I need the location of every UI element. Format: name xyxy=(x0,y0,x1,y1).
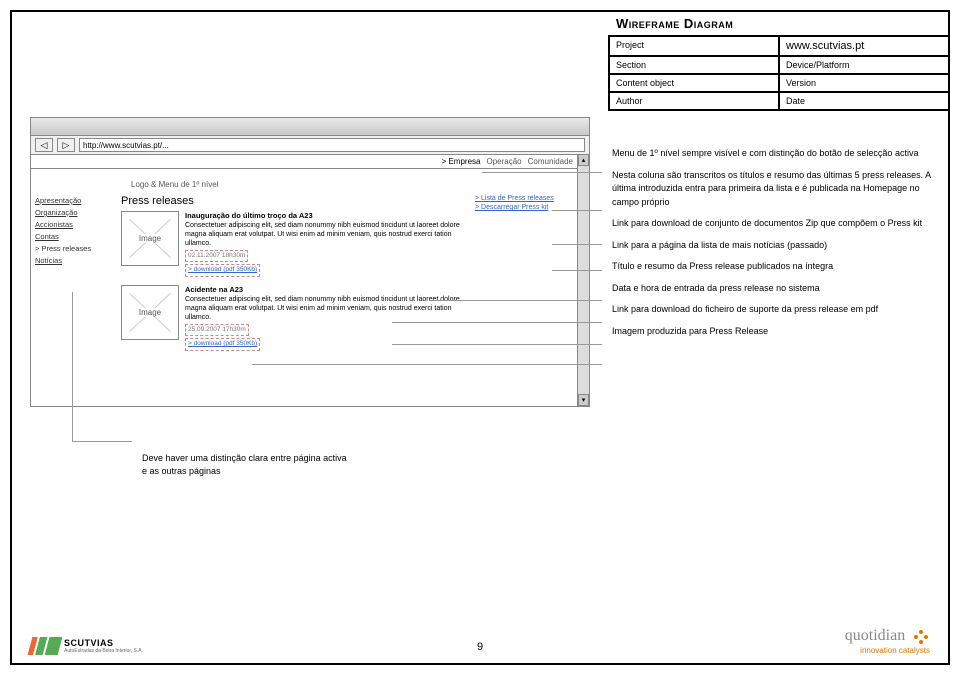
scrollbar[interactable]: ▴ ▾ xyxy=(577,154,589,406)
logo-scutvias: SCUTVIAS AutoEstradas da Beira Interior,… xyxy=(30,637,143,655)
forward-button[interactable]: ▷ xyxy=(57,138,75,152)
browser-titlebar xyxy=(31,118,589,136)
image-placeholder: Image xyxy=(121,211,179,266)
author-label: Author xyxy=(608,93,778,111)
sidebar-item[interactable]: Apresentação xyxy=(35,195,115,207)
annotation: Link para download do ficheiro de suport… xyxy=(612,303,932,317)
logo-stripe-icon xyxy=(28,637,63,655)
callout-line xyxy=(252,364,602,365)
page-frame: Wireframe Diagram Project www.scutvias.p… xyxy=(10,10,950,665)
back-button[interactable]: ◁ xyxy=(35,138,53,152)
sidebar-item[interactable]: Notícias xyxy=(35,255,115,267)
device-label: Device/Platform xyxy=(778,57,948,75)
logo-menu-label: Logo & Menu de 1º nível xyxy=(131,180,218,189)
sidebar-item[interactable]: Organização xyxy=(35,207,115,219)
link-list-releases[interactable]: > Lista de Press releases xyxy=(475,195,585,202)
sidebar-item[interactable]: Accionistas xyxy=(35,219,115,231)
scroll-up-button[interactable]: ▴ xyxy=(578,154,589,166)
download-link[interactable]: > download (pdf 350Kb) xyxy=(188,340,257,348)
url-input[interactable]: http://www.scutvias.pt/... xyxy=(79,138,585,152)
scroll-down-button[interactable]: ▾ xyxy=(578,394,589,406)
aside-links: > Lista de Press releases > Descarregar … xyxy=(475,195,585,373)
callout-line xyxy=(392,344,602,345)
annotation: Nesta coluna são transcritos os títulos … xyxy=(612,169,932,210)
logo-right-sub: innovation catalysts xyxy=(845,646,930,655)
callout-line xyxy=(432,300,602,301)
article-title: Acidente na A23 xyxy=(185,285,469,295)
article: Image Acidente na A23 Consectetuer adipi… xyxy=(121,285,469,351)
sidebar-item-active[interactable]: > Press releases xyxy=(35,243,115,255)
logo-left-sub: AutoEstradas da Beira Interior, S.A. xyxy=(64,648,143,654)
article-date: 02.11.2007 18h30m xyxy=(185,250,248,262)
menu-comunidade[interactable]: Comunidade xyxy=(528,157,573,166)
content-label: Content object xyxy=(608,75,778,93)
browser-toolbar: ◁ ▷ http://www.scutvias.pt/... xyxy=(31,136,589,155)
section-title: Press releases xyxy=(121,195,469,207)
annotation: Menu de 1º nível sempre visível e com di… xyxy=(612,147,932,161)
logo-quotidian: quotidian innovation catalysts xyxy=(845,627,930,655)
header-metadata: Wireframe Diagram Project www.scutvias.p… xyxy=(608,12,948,111)
download-link[interactable]: > download (pdf 350Kb) xyxy=(188,266,257,274)
article-text: Consectetuer adipiscing elit, sed diam n… xyxy=(185,221,469,248)
logo-dots-icon xyxy=(912,628,930,646)
logo-right-name: quotidian xyxy=(845,627,905,644)
sidebar-item[interactable]: Contas xyxy=(35,231,115,243)
callout-line xyxy=(552,244,602,245)
menu-empresa[interactable]: > Empresa xyxy=(442,157,481,166)
section-label: Section xyxy=(608,57,778,75)
menu-operacao[interactable]: Operação xyxy=(486,157,521,166)
annotation: Data e hora de entrada da press release … xyxy=(612,282,932,296)
primary-menu: > Empresa Operação Comunidade xyxy=(31,155,589,169)
project-label: Project xyxy=(608,37,778,57)
article-body: Inauguração do último troço da A23 Conse… xyxy=(185,211,469,277)
callout-line xyxy=(552,210,602,211)
logo-left-name: SCUTVIAS xyxy=(64,638,143,648)
page-number: 9 xyxy=(477,641,483,653)
main-column: Press releases Image Inauguração do últi… xyxy=(121,195,469,373)
annotations-column: Menu de 1º nível sempre visível e com di… xyxy=(612,147,932,346)
article: Image Inauguração do último troço da A23… xyxy=(121,211,469,277)
callout-line xyxy=(392,322,602,323)
project-value: www.scutvias.pt xyxy=(778,37,948,57)
version-label: Version xyxy=(778,75,948,93)
callout-line xyxy=(482,172,602,173)
article-text: Consectetuer adipiscing elit, sed diam n… xyxy=(185,295,469,322)
callout-line xyxy=(552,270,602,271)
callout-line xyxy=(72,292,132,442)
annotation: Título e resumo da Press release publica… xyxy=(612,260,932,274)
annotation: Link para download de conjunto de docume… xyxy=(612,217,932,231)
annotation: Imagem produzida para Press Release xyxy=(612,325,932,339)
bottom-annotation: Deve haver uma distinção clara entre pág… xyxy=(142,452,352,477)
annotation: Link para a página da lista de mais notí… xyxy=(612,239,932,253)
article-title: Inauguração do último troço da A23 xyxy=(185,211,469,221)
article-body: Acidente na A23 Consectetuer adipiscing … xyxy=(185,285,469,351)
article-date: 25.09.2007 17h30m xyxy=(185,324,249,336)
doc-title: Wireframe Diagram xyxy=(608,12,948,37)
date-label: Date xyxy=(778,93,948,111)
